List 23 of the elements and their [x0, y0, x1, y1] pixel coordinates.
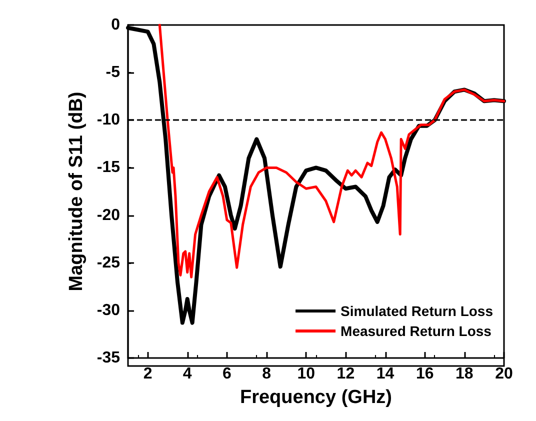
y-tick-label: -10 — [96, 112, 120, 129]
x-tick-label: 4 — [182, 366, 192, 382]
x-tick-label: 14 — [376, 366, 394, 382]
x-tick-label: 6 — [222, 366, 232, 382]
y-tick-label: -15 — [96, 159, 120, 176]
y-tick-label: 0 — [111, 16, 120, 34]
x-tick-label: 2 — [143, 366, 152, 382]
x-axis-title: Frequency (GHz) — [240, 387, 392, 408]
x-tick-label: 10 — [297, 366, 316, 382]
x-tick-label: 8 — [262, 366, 272, 382]
y-tick-label: -20 — [96, 206, 120, 224]
y-tick-label: -5 — [106, 64, 120, 82]
y-tick-label: -35 — [96, 350, 120, 366]
x-tick-label: 18 — [456, 366, 474, 382]
x-tick-label: 20 — [495, 366, 513, 382]
legend-label: Measured Return Loss — [340, 323, 492, 339]
x-tick-label: 12 — [336, 366, 355, 382]
legend-label: Simulated Return Loss — [340, 303, 494, 319]
x-tick-label: 16 — [416, 366, 434, 382]
line-series — [158, 24, 506, 278]
y-tick-label: -30 — [96, 302, 120, 319]
y-axis-title: Magnitude of S11 (dB) — [66, 92, 87, 292]
y-tick-label: -25 — [96, 254, 120, 272]
